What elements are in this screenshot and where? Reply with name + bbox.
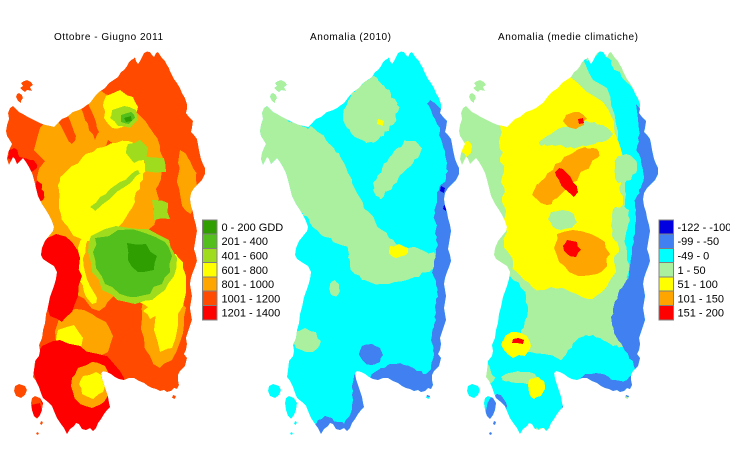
svg-text:151 - 200: 151 - 200 [678,308,724,320]
svg-text:201 - 400: 201 - 400 [222,236,268,248]
svg-text:Ottobre - Giugno 2011: Ottobre - Giugno 2011 [54,32,163,43]
svg-text:51 - 100: 51 - 100 [678,279,718,291]
svg-text:-49 - 0: -49 - 0 [678,251,710,263]
svg-text:1001 - 1200: 1001 - 1200 [222,293,281,305]
svg-text:1201 - 1400: 1201 - 1400 [222,308,281,320]
svg-text:Anomalia (medie climatiche): Anomalia (medie climatiche) [498,32,638,43]
svg-text:0 - 200 GDD: 0 - 200 GDD [222,222,284,234]
svg-text:601 - 800: 601 - 800 [222,265,268,277]
svg-text:-99 - -50: -99 - -50 [678,236,720,248]
svg-text:401 - 600: 401 - 600 [222,251,268,263]
svg-text:Anomalia (2010): Anomalia (2010) [310,32,391,43]
svg-text:801 - 1000: 801 - 1000 [222,279,275,291]
svg-text:1 - 50: 1 - 50 [678,265,706,277]
svg-text:101 - 150: 101 - 150 [678,293,724,305]
svg-text:-122 - -100: -122 - -100 [678,222,730,234]
